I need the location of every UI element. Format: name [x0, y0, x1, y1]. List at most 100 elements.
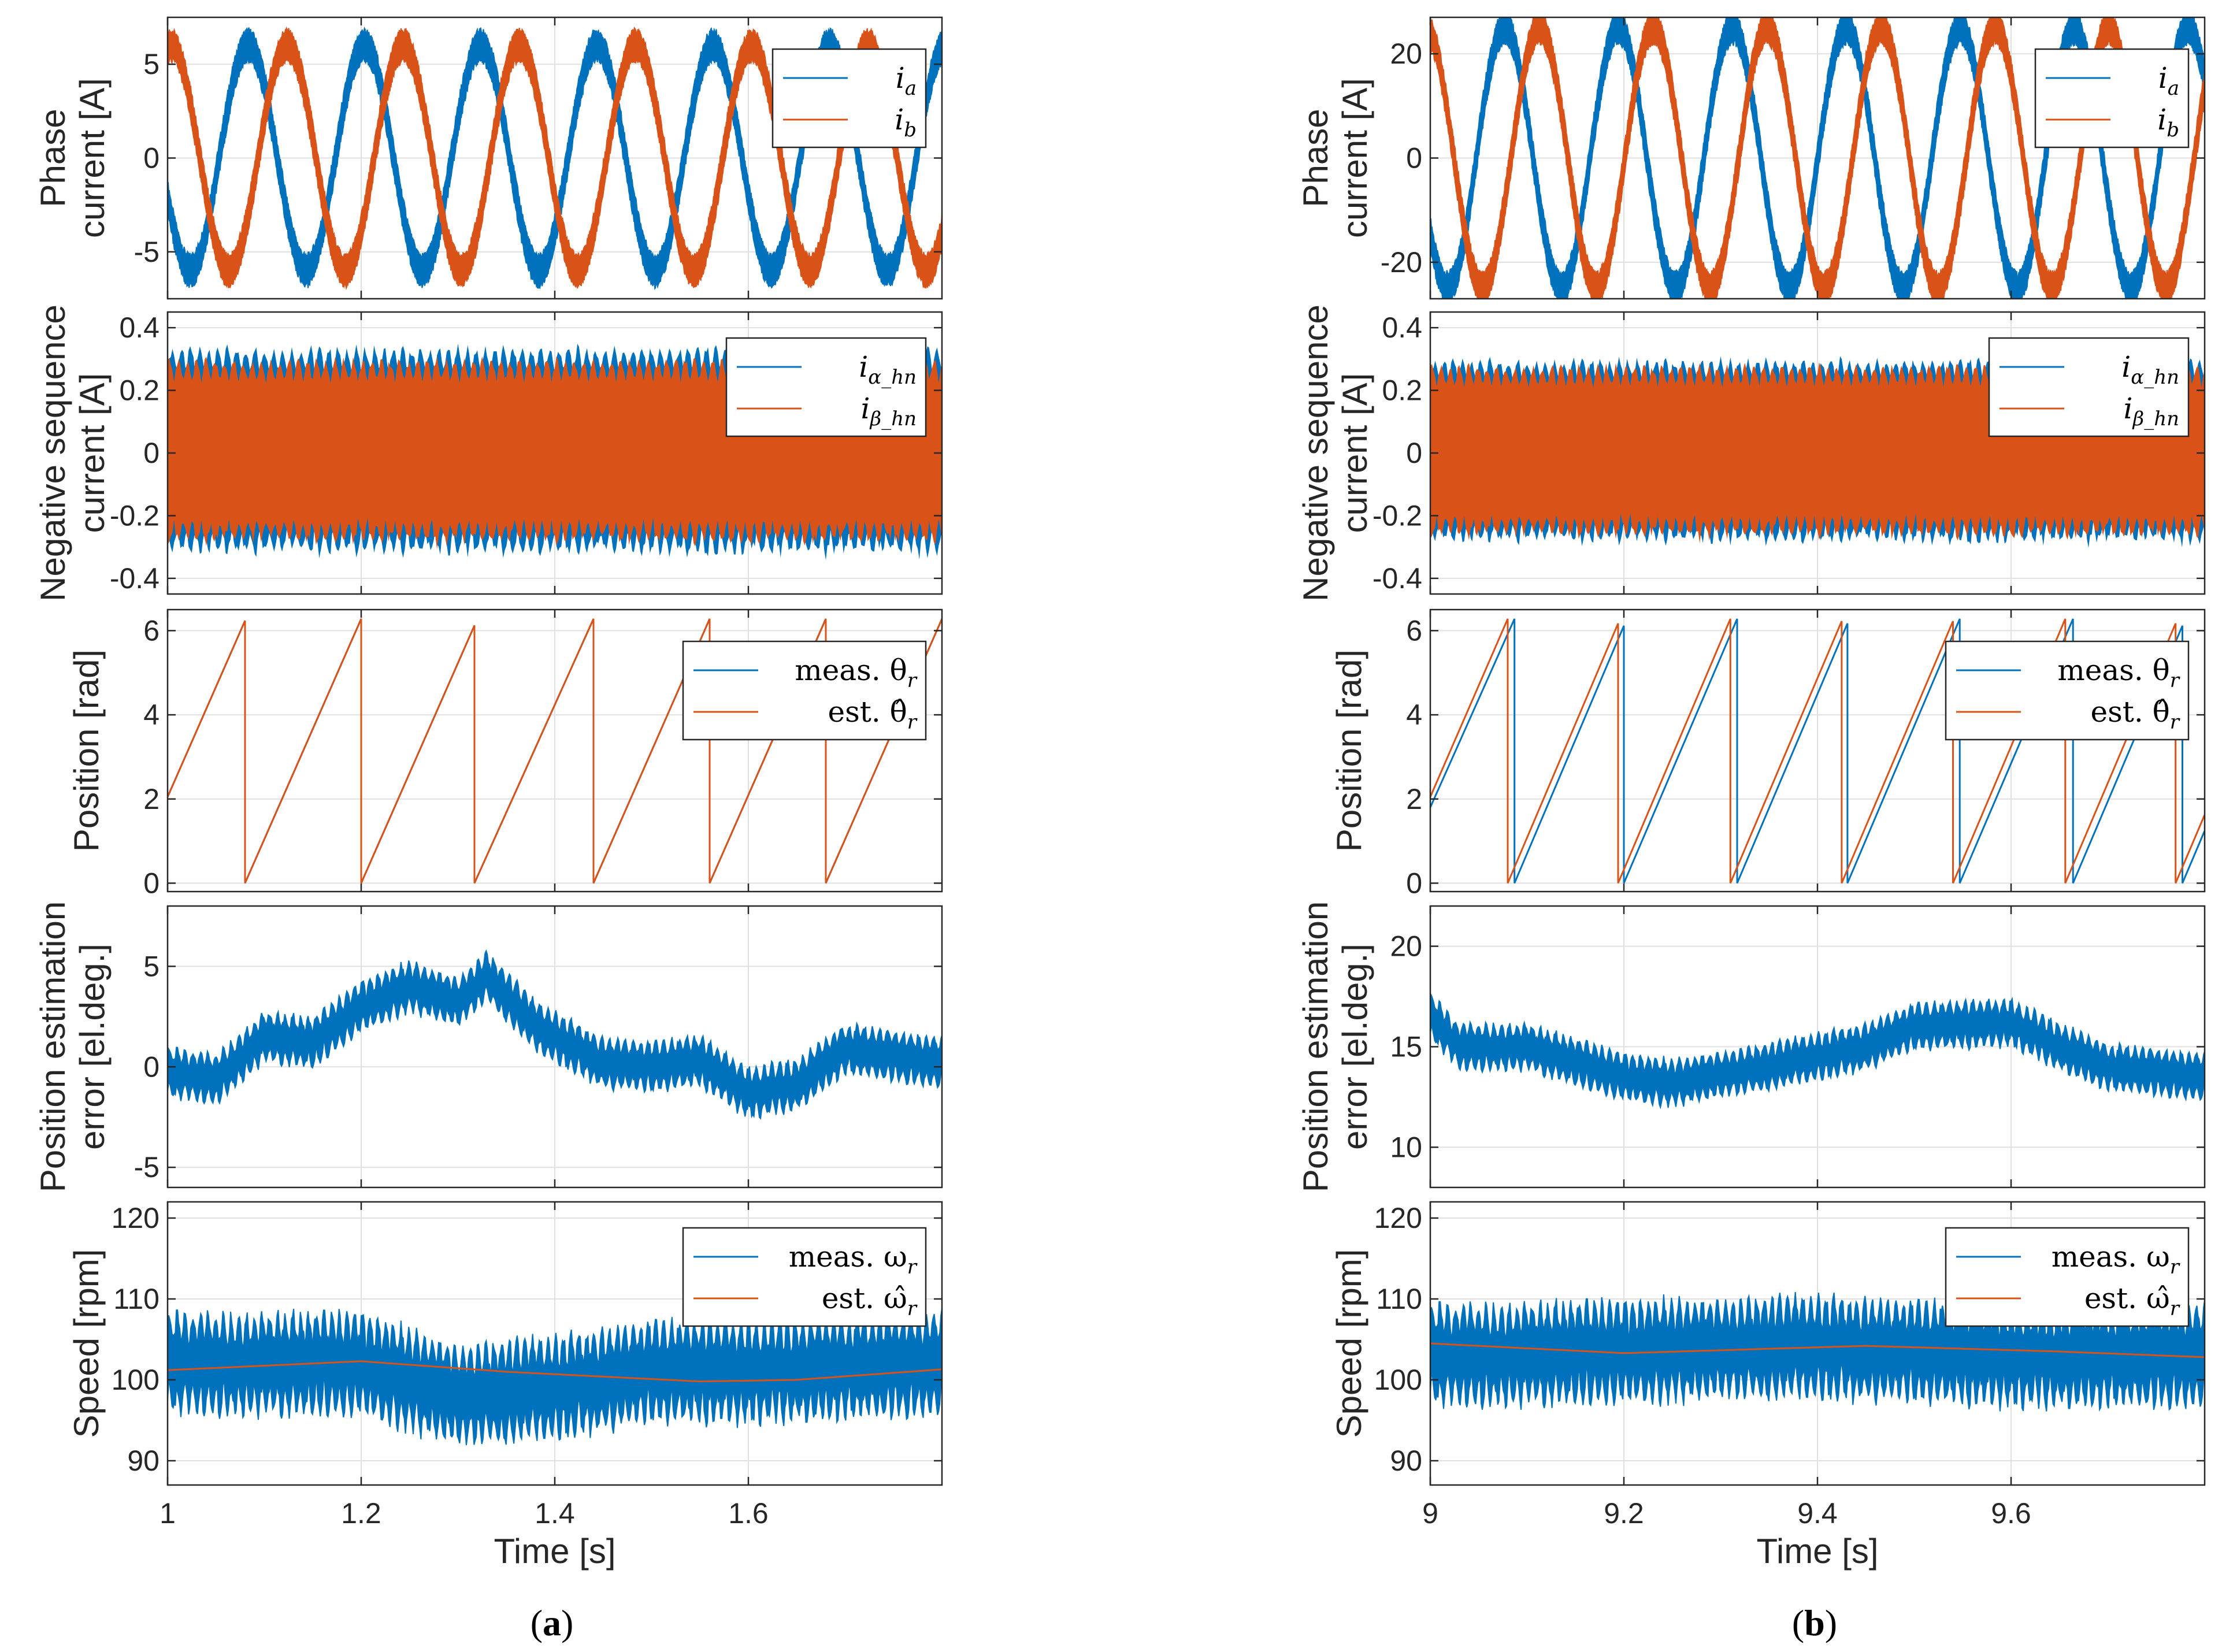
y-tick-label: -5 — [134, 1151, 159, 1183]
legend-entry-label: ia — [2158, 61, 2179, 100]
y-axis-label: Position [rad] — [67, 649, 106, 852]
y-tick-label: 4 — [1406, 699, 1422, 731]
y-axis-label: Negative sequencecurrent [A] — [34, 305, 112, 602]
y-tick-label: 120 — [1374, 1202, 1422, 1234]
y-tick-label: 120 — [112, 1202, 159, 1234]
y-tick-label: 6 — [143, 614, 159, 647]
series-theta-line — [1430, 618, 2205, 883]
y-axis-label: Speed [rpm] — [1330, 1249, 1368, 1438]
y-tick-label: 0.4 — [1382, 311, 1422, 344]
y-tick-label: 20 — [1390, 38, 1422, 70]
plot-b5: 90 100 110 120 9 9.2 9.4 9.6 Time [s] Speed [rpm]… — [1330, 1201, 2206, 1571]
legend-entry-label: iα_hn — [859, 350, 917, 389]
y-tick-label: 20 — [1390, 930, 1422, 963]
series-estimate-line — [168, 1360, 942, 1383]
legend-entry-label: ib — [895, 103, 917, 142]
legend-box — [1945, 640, 2190, 741]
x-tick-label: 9.4 — [1797, 1497, 1838, 1530]
y-tick-label: 0 — [143, 867, 159, 899]
legend-box — [771, 48, 927, 149]
y-axis-label: Position estimationerror [el.deg.] — [1296, 901, 1374, 1193]
y-axis-label: Phasecurrent [A] — [34, 78, 112, 238]
legend-entry-label: meas. ωr — [2052, 1240, 2180, 1279]
y-tick-label: 0.4 — [119, 311, 159, 344]
y-tick-label: 0 — [143, 142, 159, 175]
y-tick-label: 5 — [143, 48, 159, 80]
legend-entry-label: meas. θr — [795, 654, 917, 692]
y-tick-label: 110 — [113, 1283, 159, 1315]
legend-entry-label: ib — [2157, 103, 2179, 142]
y-tick-label: 4 — [143, 699, 159, 731]
y-tick-label: 2 — [143, 783, 159, 815]
legend-entry-label: est. ω̂r — [822, 1282, 918, 1320]
plot-b4: 10 15 20 Position estimationerror [el.deg.] — [1296, 901, 2206, 1193]
y-tick-label: 100 — [1374, 1364, 1422, 1396]
legend-box — [682, 640, 927, 741]
y-tick-label: 5 — [143, 950, 159, 982]
series-trend-band — [168, 1308, 942, 1446]
series-a-band — [1430, 17, 2205, 299]
x-axis-label: Time [s] — [494, 1532, 615, 1571]
y-tick-label: 6 — [1406, 614, 1422, 647]
y-tick-label: -0.2 — [1372, 499, 1422, 532]
panel-label-b: (b) — [1792, 1602, 1837, 1643]
legend-box — [682, 1227, 927, 1327]
y-tick-label: 100 — [112, 1364, 159, 1396]
y-tick-label: -20 — [1381, 246, 1422, 279]
y-tick-label: 10 — [1390, 1131, 1422, 1163]
y-tick-label: 0 — [143, 1050, 159, 1083]
legend-entry-label: meas. ωr — [789, 1240, 918, 1279]
legend-entry-label: iα_hn — [2121, 350, 2179, 389]
y-tick-label: 0.2 — [119, 374, 159, 407]
x-tick-label: 1.4 — [535, 1497, 575, 1530]
series-estimate-line — [1430, 1342, 2205, 1358]
y-tick-label: -0.4 — [110, 562, 159, 595]
x-tick-label: 1.6 — [728, 1497, 769, 1530]
plot-a5: 90 100 110 120 1 1.2 1.4 1.6 Time [s] Speed [rpm]… — [67, 1201, 943, 1571]
legend-entry-label: meas. θr — [2057, 654, 2180, 692]
y-tick-label: 2 — [1406, 783, 1422, 815]
y-tick-label: 15 — [1390, 1031, 1422, 1063]
y-axis-label: Position estimationerror [el.deg.] — [34, 901, 112, 1193]
legend-box — [1945, 1227, 2190, 1327]
series-b-band — [168, 26, 942, 291]
series-b-band — [1430, 17, 2205, 299]
y-axis-label: Speed [rpm] — [67, 1249, 106, 1438]
y-tick-label: -0.4 — [1372, 562, 1422, 595]
legend-box — [725, 337, 927, 437]
y-tick-label: 0 — [1406, 437, 1422, 469]
legend-box — [2034, 48, 2190, 149]
x-tick-label: 1.2 — [341, 1497, 381, 1530]
y-tick-label: 90 — [1390, 1445, 1422, 1477]
series-trend-band — [168, 949, 942, 1120]
legend-entry-label: ia — [896, 61, 917, 100]
legend-entry-label: iβ_hn — [861, 392, 917, 430]
y-tick-label: 0 — [1406, 142, 1422, 175]
y-tick-label: 110 — [1376, 1283, 1422, 1315]
legend-entry-label: est. θ̂r — [2091, 695, 2180, 734]
x-tick-label: 9.6 — [1991, 1497, 2031, 1530]
y-tick-label: 0 — [1406, 867, 1422, 899]
y-axis-label: Negative sequencecurrent [A] — [1296, 305, 1374, 602]
legend-box — [1988, 337, 2190, 437]
y-tick-label: 90 — [127, 1445, 159, 1477]
x-axis-label: Time [s] — [1756, 1532, 1878, 1571]
x-tick-label: 9.2 — [1604, 1497, 1644, 1530]
panel-label-a: (a) — [531, 1602, 574, 1643]
x-tick-label: 1 — [159, 1497, 176, 1530]
y-tick-label: -0.2 — [110, 499, 159, 532]
